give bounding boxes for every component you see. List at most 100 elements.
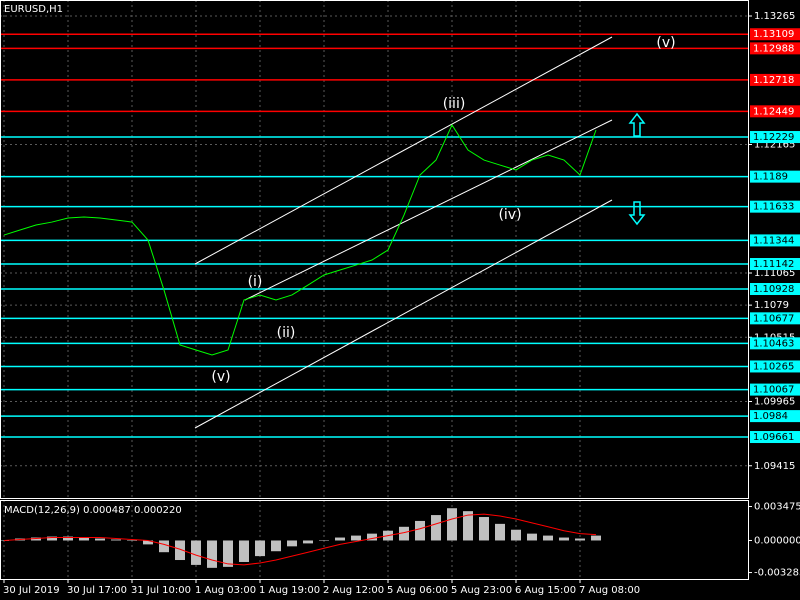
level-label-box <box>750 337 800 350</box>
y-tick-label: 1.13265 <box>754 11 795 22</box>
macd-bar <box>415 520 425 541</box>
y-tick-label: 1.09965 <box>754 397 795 408</box>
macd-bar <box>559 537 569 541</box>
x-tick-label: 1 Aug 19:00 <box>259 585 320 596</box>
level-label-box <box>750 234 800 247</box>
level-label-box <box>750 200 800 213</box>
down-arrow <box>628 201 646 226</box>
wave-label: (iii) <box>443 96 466 112</box>
macd-bar <box>175 540 185 561</box>
level-label: 1.13109 <box>753 29 794 40</box>
macd-bar <box>447 508 457 541</box>
x-tick-label: 31 Jul 10:00 <box>131 585 191 596</box>
level-label-box <box>750 131 800 144</box>
wave-label: (v) <box>656 35 675 51</box>
level-label: 1.09661 <box>753 432 794 443</box>
y-tick-label: 1.12165 <box>754 140 795 151</box>
level-label: 1.12229 <box>753 132 794 143</box>
macd-bar <box>191 540 201 565</box>
macd-bar <box>159 540 169 553</box>
y-tick-label: 1.11065 <box>754 268 795 279</box>
level-label: 1.0984 <box>753 411 788 422</box>
macd-bar <box>335 537 345 541</box>
x-tick-label: 2 Aug 12:00 <box>323 585 384 596</box>
level-label: 1.12988 <box>753 43 794 54</box>
macd-bar <box>479 517 489 541</box>
macd-bar <box>95 538 105 541</box>
y-tick-label: 1.1079 <box>754 300 789 311</box>
macd-bar <box>495 523 505 541</box>
macd-bar <box>239 540 249 562</box>
macd-bar <box>543 535 553 541</box>
level-label: 1.11344 <box>753 235 794 246</box>
macd-bar <box>511 529 521 541</box>
level-label-box <box>750 28 800 41</box>
macd-y-tick-label: 0.000000 <box>754 535 800 546</box>
channel-line <box>244 119 613 301</box>
wave-label: (iv) <box>498 207 521 223</box>
level-label-box <box>750 383 800 396</box>
macd-y-tick-label: 0.003475 <box>754 502 800 513</box>
level-label: 1.10067 <box>753 385 794 396</box>
macd-bar <box>527 533 537 541</box>
macd-bar <box>47 536 57 541</box>
macd-bar <box>319 540 329 541</box>
level-label: 1.10463 <box>753 338 794 349</box>
macd-bar <box>207 540 217 568</box>
macd-bar <box>111 539 121 541</box>
level-label-box <box>750 431 800 444</box>
x-tick-label: 5 Aug 06:00 <box>387 585 448 596</box>
grid-layer <box>0 0 748 579</box>
macd-bar <box>255 540 265 557</box>
level-label-box <box>750 105 800 118</box>
level-label: 1.10265 <box>753 361 794 372</box>
macd-title: MACD(12,26,9) 0.000487 0.000220 <box>4 505 182 516</box>
level-label: 1.10677 <box>753 313 794 324</box>
level-label-box <box>750 258 800 271</box>
macd-bar <box>143 540 153 545</box>
x-tick-label: 1 Aug 03:00 <box>195 585 256 596</box>
macd-bar <box>127 540 137 541</box>
level-label: 1.11142 <box>753 259 794 270</box>
up-arrow <box>628 112 646 137</box>
macd-bar <box>431 515 441 541</box>
x-tick-label: 30 Jul 2019 <box>3 585 60 596</box>
channel <box>194 36 613 429</box>
wave-label: (ii) <box>277 325 296 341</box>
level-label-box <box>750 170 800 183</box>
wave-label: (i) <box>248 274 263 290</box>
price-line <box>3 123 597 356</box>
signal-line <box>3 513 597 566</box>
macd-bar <box>591 535 601 541</box>
level-label-box <box>750 360 800 373</box>
chart-title: EURUSD,H1 <box>4 4 63 15</box>
macd-bar <box>223 540 233 567</box>
channel-line <box>194 199 613 429</box>
wave-label: (v) <box>211 369 230 385</box>
macd-bar <box>287 540 297 547</box>
x-tick-label: 6 Aug 15:00 <box>515 585 576 596</box>
level-label-box <box>750 410 800 423</box>
level-label-box <box>750 73 800 86</box>
x-tick-label: 7 Aug 08:00 <box>579 585 640 596</box>
macd-bar <box>575 538 585 541</box>
x-tick-label: 5 Aug 23:00 <box>451 585 512 596</box>
level-label: 1.12449 <box>753 106 794 117</box>
plot-layer <box>0 123 601 568</box>
channel-line <box>194 36 613 265</box>
macd-bar <box>351 535 361 541</box>
macd-y-tick-label: -0.003283 <box>754 568 800 579</box>
macd-bar <box>399 526 409 541</box>
level-label: 1.10928 <box>753 284 794 295</box>
levels-layer <box>0 33 748 438</box>
level-label: 1.1189 <box>753 172 788 183</box>
macd-bar <box>63 536 73 541</box>
macd-bar <box>367 533 377 541</box>
macd-bar <box>79 537 89 541</box>
level-label-box <box>750 42 800 55</box>
macd-bar <box>303 540 313 544</box>
level-label: 1.12718 <box>753 75 794 86</box>
level-label: 1.11633 <box>753 202 794 213</box>
y-tick-label: 1.09415 <box>754 461 795 472</box>
